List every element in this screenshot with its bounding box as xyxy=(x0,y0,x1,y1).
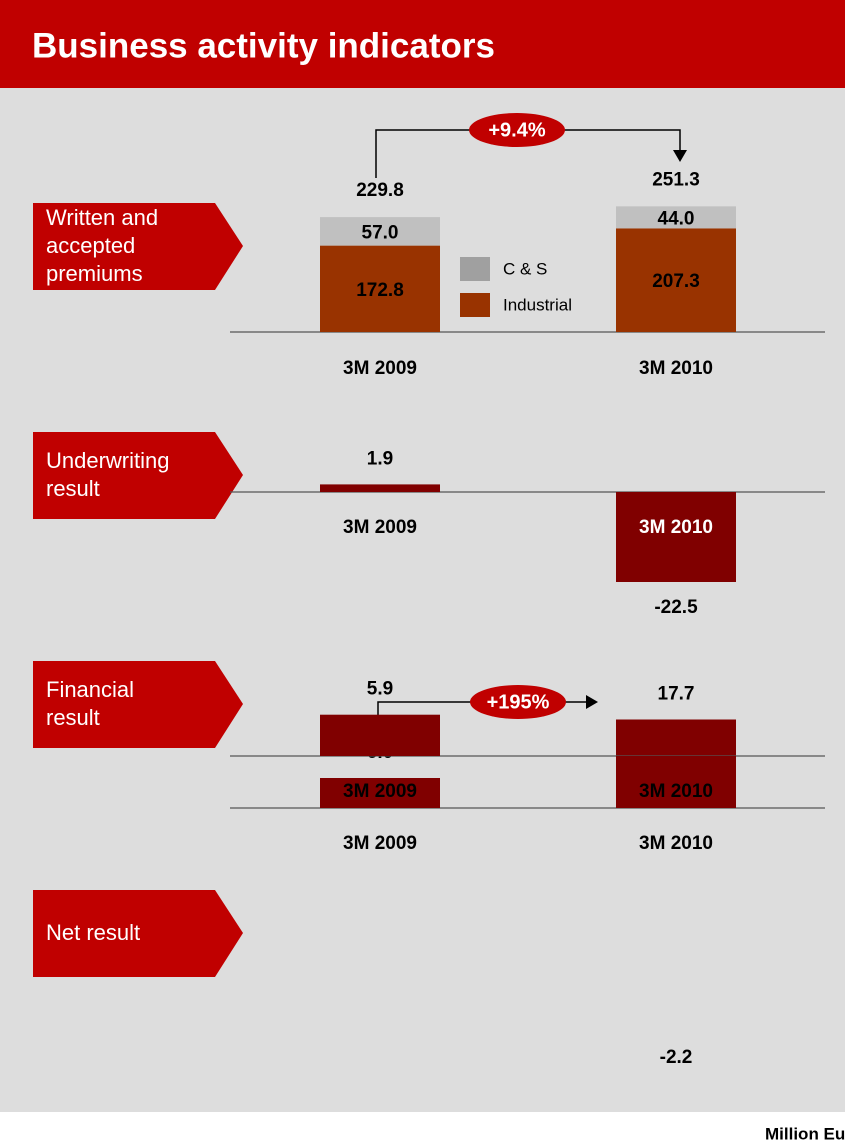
legend-swatch xyxy=(460,257,490,281)
legend-swatch xyxy=(460,293,490,317)
value-label: 5.9 xyxy=(367,679,393,700)
category-label: 3M 2009 xyxy=(343,358,417,379)
legend-label: Industrial xyxy=(503,295,572,314)
bar xyxy=(320,714,440,756)
section-label: Financial result xyxy=(46,677,134,730)
section-label: Net result xyxy=(46,920,140,945)
section-tag xyxy=(33,203,243,290)
total-label: 251.3 xyxy=(652,169,700,190)
legend-label: C & S xyxy=(503,259,547,278)
bar-segment xyxy=(616,206,736,229)
change-badge xyxy=(469,113,565,147)
bar xyxy=(320,484,440,492)
category-label: 3M 2010 xyxy=(639,781,713,802)
category-label: 3M 2010 xyxy=(639,833,713,854)
bar-segment xyxy=(320,245,440,332)
header-bar xyxy=(0,0,845,88)
value-label: 17.7 xyxy=(658,684,695,705)
bar-segment xyxy=(320,217,440,246)
section-tag xyxy=(33,890,243,977)
arrowhead xyxy=(586,695,598,709)
category-label: 3M 2010 xyxy=(639,358,713,379)
bar xyxy=(616,492,736,582)
value-label: 207.3 xyxy=(652,271,700,292)
category-label: 3M 2009 xyxy=(343,517,417,538)
change-label: +9.4% xyxy=(488,119,545,141)
change-label: +195% xyxy=(487,691,550,713)
bar-segment xyxy=(616,228,736,332)
title: Business activity indicators xyxy=(32,26,495,65)
bar xyxy=(320,778,440,808)
total-label: 229.8 xyxy=(356,180,404,201)
section-tag xyxy=(33,661,243,748)
section-label: Written and accepted premiums xyxy=(46,205,158,286)
value-label: 172.8 xyxy=(356,280,404,301)
section-tag xyxy=(33,432,243,519)
footnote: Million Euros xyxy=(765,1124,845,1143)
category-label: 3M 2010 xyxy=(639,517,713,538)
change-badge xyxy=(470,685,566,719)
category-label: 3M 2009 xyxy=(343,833,417,854)
value-label: 44.0 xyxy=(658,208,695,229)
value-label: 57.0 xyxy=(362,222,399,243)
section-label: Underwriting result xyxy=(46,448,170,501)
value-label: 1.9 xyxy=(367,448,393,469)
arrowhead xyxy=(673,150,687,162)
value-label: -2.2 xyxy=(660,1047,693,1068)
value-label: -22.5 xyxy=(654,597,698,618)
bar xyxy=(616,756,736,772)
category-label: 3M 2009 xyxy=(343,781,417,802)
